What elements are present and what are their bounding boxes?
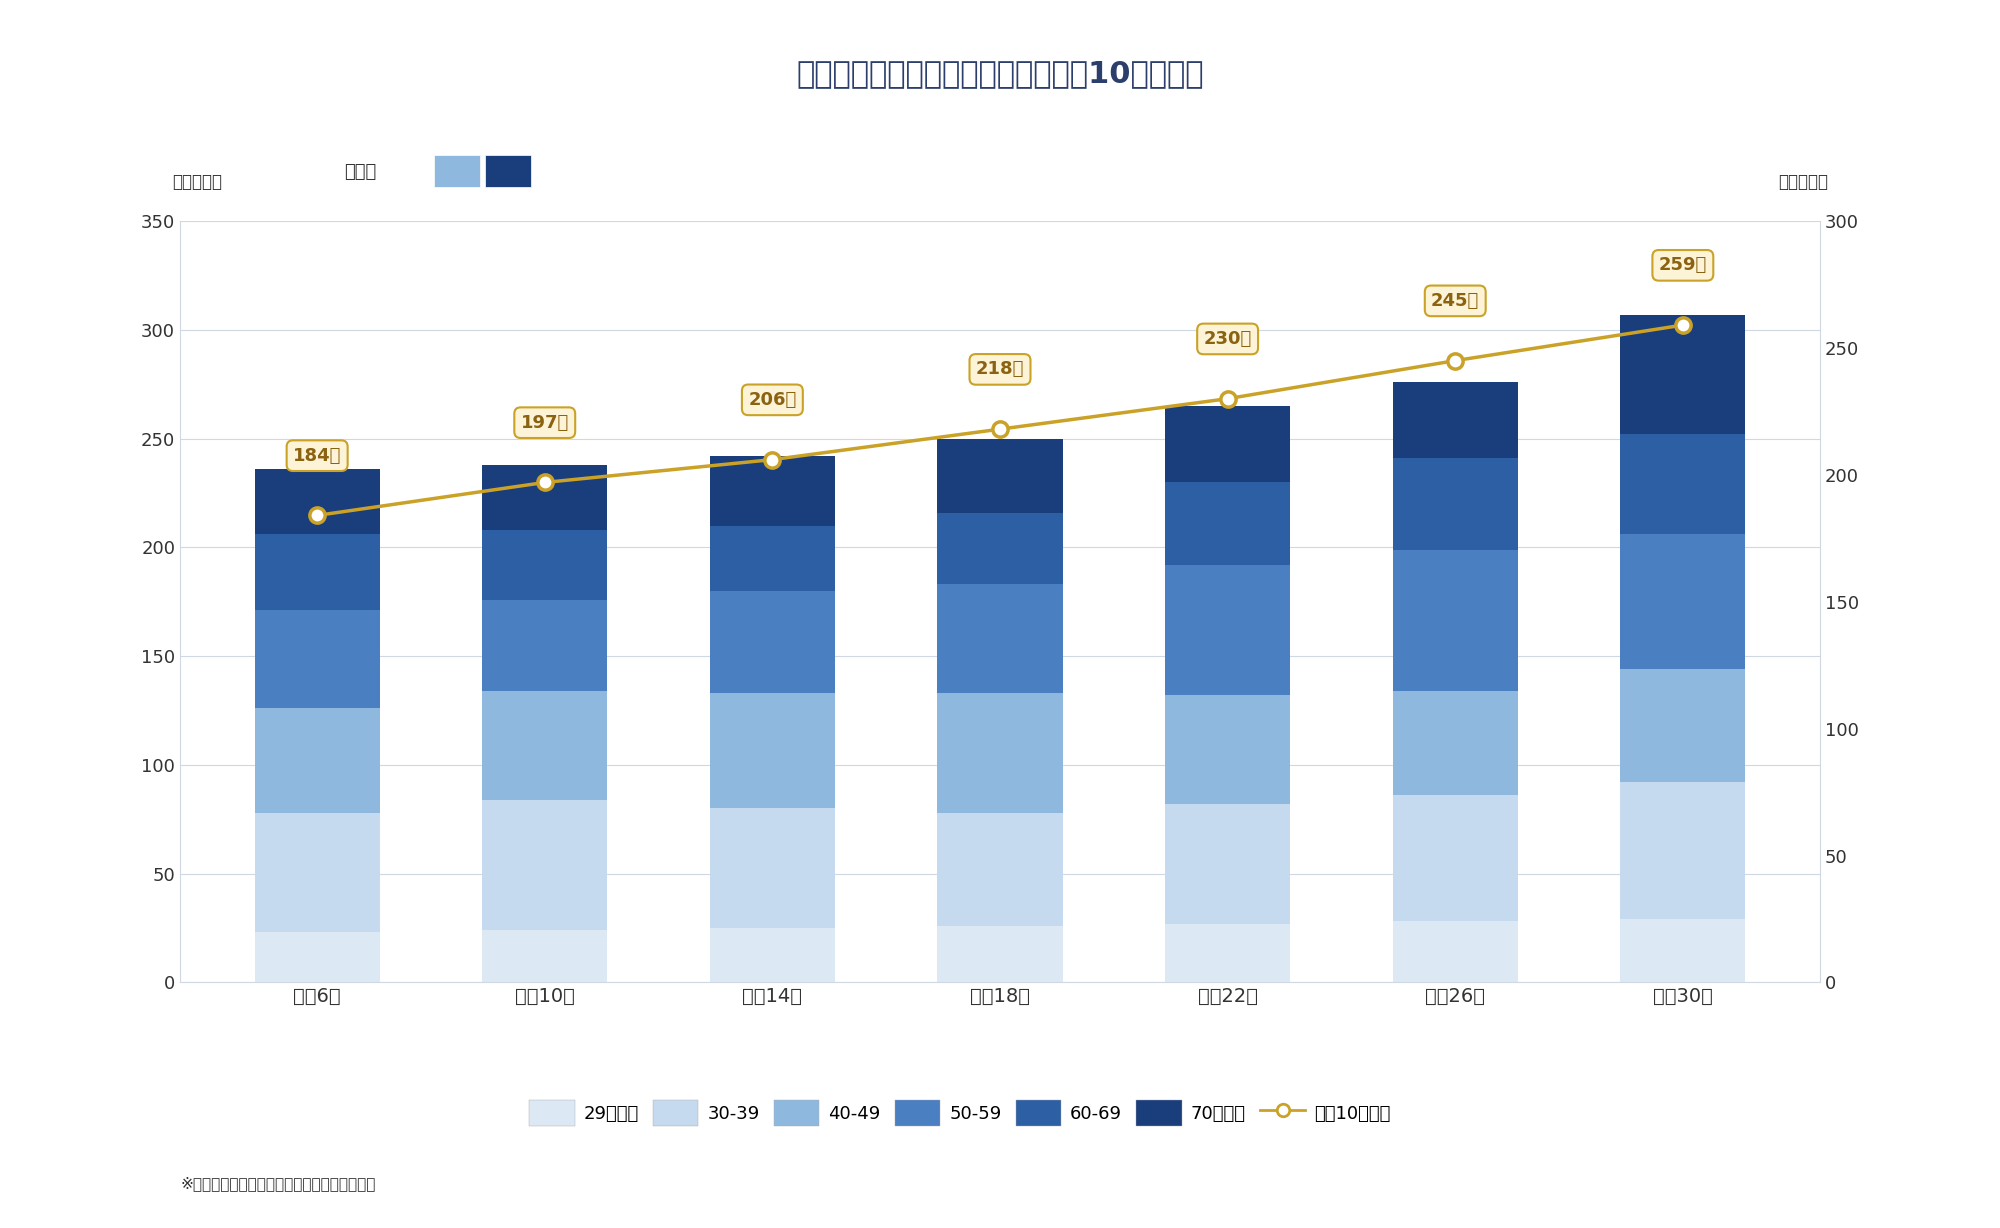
Bar (1392, 691, 1518, 796)
Bar (938, 585, 1062, 693)
Bar (1392, 458, 1518, 549)
Text: 単位：年齢: 単位：年齢 (1778, 173, 1828, 190)
Text: 230人: 230人 (1204, 330, 1252, 348)
Bar (1392, 921, 1518, 982)
Bar (710, 928, 834, 982)
Bar (482, 599, 608, 691)
Bar (710, 526, 834, 591)
FancyBboxPatch shape (434, 155, 480, 187)
Bar (1620, 435, 1746, 534)
Bar (254, 469, 380, 534)
Text: 医師数: 医師数 (344, 162, 376, 181)
Bar (1620, 669, 1746, 782)
Bar (1166, 483, 1290, 565)
FancyBboxPatch shape (486, 155, 530, 187)
Bar (1392, 549, 1518, 691)
Bar (1620, 314, 1746, 435)
Bar (482, 799, 608, 930)
Bar (482, 691, 608, 799)
Bar (254, 610, 380, 709)
Text: 218人: 218人 (976, 360, 1024, 378)
Bar (1166, 565, 1290, 695)
Text: 206人: 206人 (748, 391, 796, 409)
Bar (1166, 804, 1290, 923)
Bar (254, 813, 380, 932)
Bar (938, 438, 1062, 512)
Bar (710, 693, 834, 808)
Bar (482, 930, 608, 982)
Bar (254, 534, 380, 610)
Bar (1620, 782, 1746, 920)
Bar (254, 932, 380, 982)
Bar (710, 808, 834, 928)
Text: 259人: 259人 (1658, 257, 1706, 274)
Text: 単位：千人: 単位：千人 (172, 173, 222, 190)
Bar (1166, 406, 1290, 483)
Bar (1392, 382, 1518, 458)
Bar (938, 926, 1062, 982)
Bar (938, 512, 1062, 585)
Bar (1620, 534, 1746, 669)
Bar (938, 813, 1062, 926)
Bar (1166, 695, 1290, 804)
Bar (938, 693, 1062, 813)
Text: 医療施設に従事する医師（年次推移10万人対）: 医療施設に従事する医師（年次推移10万人対） (796, 59, 1204, 88)
Bar (254, 709, 380, 813)
Bar (1392, 796, 1518, 921)
Bar (710, 591, 834, 693)
Text: 184人: 184人 (292, 447, 342, 464)
Legend: 29才以下, 30-39, 40-49, 50-59, 60-69, 70歳以上, 人則10万人対: 29才以下, 30-39, 40-49, 50-59, 60-69, 70歳以上… (522, 1093, 1398, 1133)
Text: 197人: 197人 (520, 414, 568, 432)
Bar (1166, 923, 1290, 982)
Bar (710, 456, 834, 526)
Text: ※厳生労働省医師・歯科医師・薬剤師調査より: ※厳生労働省医師・歯科医師・薬剤師調査より (180, 1176, 376, 1191)
Text: 245人: 245人 (1432, 292, 1480, 309)
Bar (1620, 920, 1746, 982)
Bar (482, 530, 608, 599)
Bar (482, 464, 608, 530)
